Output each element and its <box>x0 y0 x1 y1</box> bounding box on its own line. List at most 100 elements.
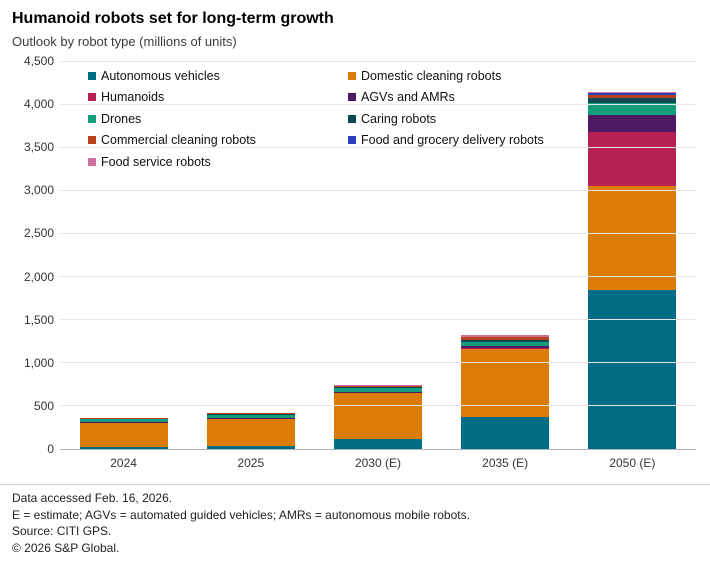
bar-segment <box>588 91 677 93</box>
legend-swatch-icon <box>348 136 356 145</box>
gridline <box>60 448 696 450</box>
legend-label: Commercial cleaning robots <box>101 133 256 148</box>
bar-segment <box>79 422 168 423</box>
y-tick-label: 2,500 <box>23 226 54 241</box>
legend-label: Food and grocery delivery robots <box>361 133 544 148</box>
legend-label: AGVs and AMRs <box>361 90 455 105</box>
gridline <box>60 146 696 148</box>
legend-swatch-icon <box>88 114 96 123</box>
bar-segment <box>461 345 550 348</box>
y-tick-label: 4,000 <box>23 97 54 112</box>
y-tick-label: 500 <box>33 398 54 413</box>
legend-label: Caring robots <box>361 111 437 126</box>
bar-segment <box>333 385 422 388</box>
legend-swatch-icon <box>88 93 96 102</box>
legend-swatch-icon <box>88 136 96 145</box>
legend-swatch-icon <box>348 114 356 123</box>
gridline <box>60 319 696 321</box>
bar-segment <box>461 335 550 337</box>
bar-segment <box>588 114 677 133</box>
legend-swatch-icon <box>88 71 96 80</box>
stacked-bar-2050 <box>588 91 677 449</box>
bar-segment <box>333 387 422 389</box>
stacked-bar-2035 <box>461 335 550 449</box>
stacked-bar-2030 <box>333 384 422 449</box>
gridline <box>60 103 696 105</box>
legend-item: Food and grocery delivery robots <box>348 133 544 147</box>
bar-segment <box>588 92 677 96</box>
legend: Autonomous vehicles Domestic cleaning rob… <box>88 65 544 173</box>
bar-segment <box>588 103 677 115</box>
bar-segment <box>588 98 677 104</box>
bar-segment <box>461 341 550 346</box>
bar-segment <box>588 289 677 449</box>
bar-segment <box>206 419 295 447</box>
legend-label: Food service robots <box>101 154 211 169</box>
footnotes: Data accessed Feb. 16, 2026. E = estimate… <box>12 490 470 556</box>
y-tick-label: 3,500 <box>23 140 54 155</box>
bar-segment <box>588 186 677 290</box>
legend-label: Domestic cleaning robots <box>361 68 502 83</box>
legend-item: Caring robots <box>348 112 544 126</box>
bar-segment <box>461 416 550 449</box>
gridline <box>60 60 696 62</box>
bar-segment <box>206 414 295 415</box>
bar-segment <box>206 418 295 420</box>
bar-segment <box>333 388 422 392</box>
bar-segment <box>79 419 168 423</box>
y-tick-label: 0 <box>47 442 54 456</box>
bars-container <box>60 61 696 449</box>
y-tick-label: 2,000 <box>23 269 54 284</box>
y-tick-label: 1,000 <box>23 355 54 370</box>
bar-segment <box>79 447 168 449</box>
legend-item: Drones <box>88 112 348 126</box>
plot-area: Autonomous vehicles Domestic cleaning rob… <box>60 60 696 450</box>
legend-item: Food service robots <box>88 155 348 169</box>
y-tick-label: 4,500 <box>23 54 54 68</box>
legend-item: Domestic cleaning robots <box>348 69 544 83</box>
footnote-line: © 2026 S&P Global. <box>12 540 120 555</box>
y-tick-label: 3,000 <box>23 183 54 198</box>
x-tick-label: 2025 <box>237 456 265 470</box>
chart-area: 0 500 1,000 1,500 2,000 2,500 3,000 3,500 4,000 4… <box>12 54 698 456</box>
bar-segment <box>461 337 550 340</box>
x-tick-label: 2035 (E) <box>482 456 529 470</box>
bar-segment <box>79 423 168 448</box>
legend-item: AGVs and AMRs <box>348 90 544 104</box>
bar-segment <box>588 132 677 187</box>
bar-segment <box>333 439 422 449</box>
stacked-bar-2025 <box>206 412 295 449</box>
footer-divider <box>0 484 710 485</box>
bar-segment <box>79 417 168 419</box>
bar-segment <box>461 348 550 417</box>
stacked-bar-2024 <box>79 417 168 449</box>
footnote-line: Data accessed Feb. 16, 2026. <box>12 491 173 505</box>
bar-segment <box>206 446 295 449</box>
legend-item: Autonomous vehicles <box>88 69 348 83</box>
legend-swatch-icon <box>88 157 96 166</box>
bar-segment <box>588 95 677 99</box>
legend-label: Autonomous vehicles <box>101 68 220 83</box>
gridline <box>60 276 696 278</box>
gridline <box>60 405 696 407</box>
legend-item: Commercial cleaning robots <box>88 133 348 147</box>
gridline <box>60 232 696 234</box>
x-tick-label: 2024 <box>110 456 137 470</box>
gridline <box>60 189 696 191</box>
x-tick-label: 2030 (E) <box>354 456 401 470</box>
legend-item: Humanoids <box>88 90 348 104</box>
legend-label: Drones <box>101 111 142 126</box>
legend-label: Humanoids <box>101 90 165 105</box>
bar-segment <box>333 393 422 440</box>
bar-segment <box>333 391 422 393</box>
bar-segment <box>206 413 295 415</box>
bar-segment <box>461 347 550 349</box>
legend-swatch-icon <box>348 71 356 80</box>
x-tick-label: 2050 (E) <box>609 456 656 470</box>
bar-segment <box>461 336 550 338</box>
bar-segment <box>206 414 295 419</box>
chart-title: Humanoid robots set for long-term growth <box>12 10 334 27</box>
bar-segment <box>333 384 422 386</box>
legend-swatch-icon <box>348 93 356 102</box>
